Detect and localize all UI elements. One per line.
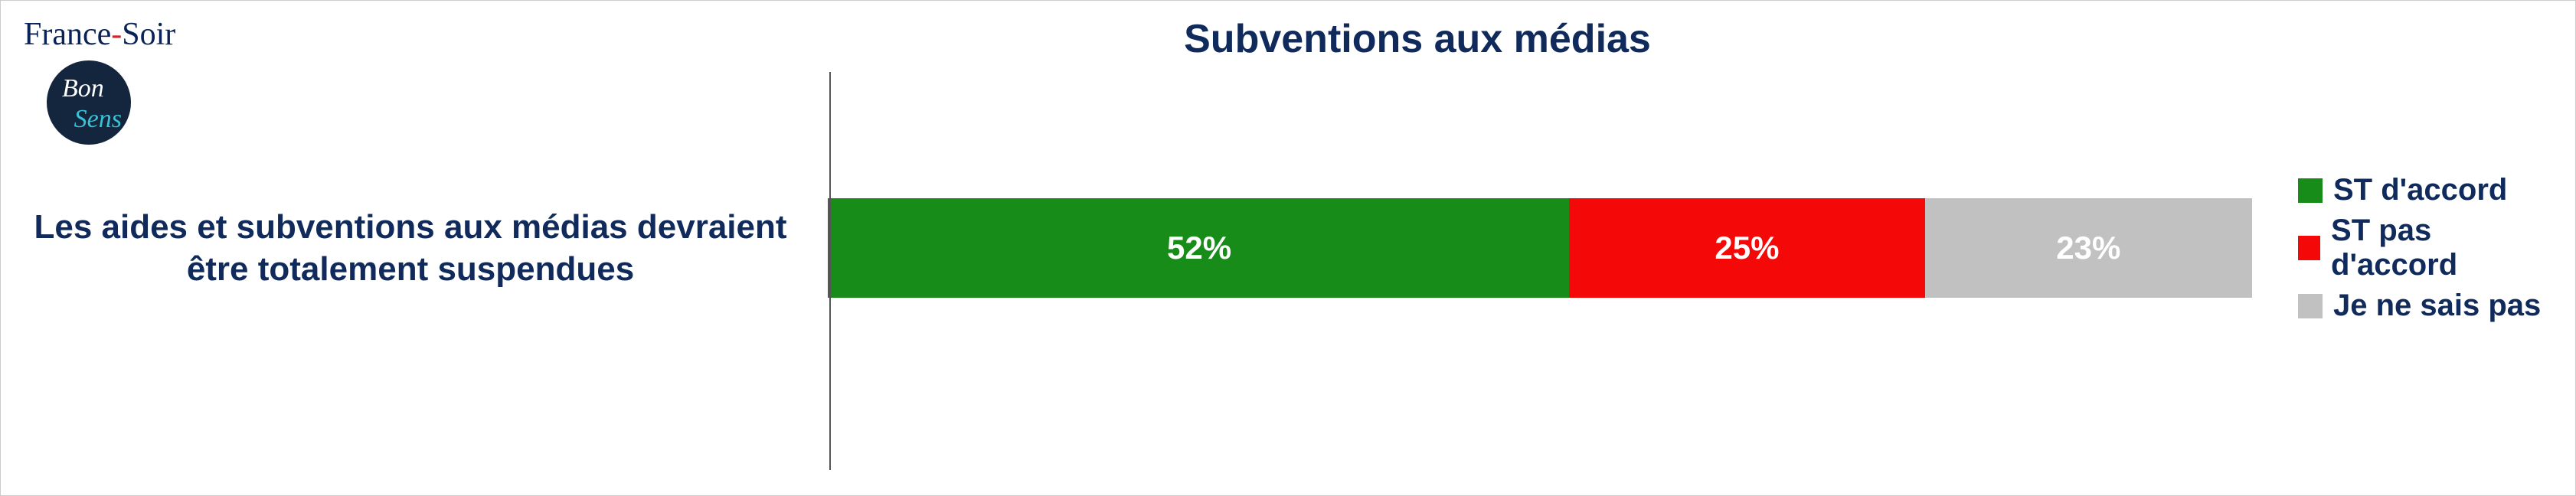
chart-title: Subventions aux médias bbox=[843, 16, 1992, 62]
legend-swatch-agree bbox=[2298, 178, 2323, 203]
logo-part2: Soir bbox=[122, 17, 175, 52]
logo-france-soir: France-Soir bbox=[24, 16, 175, 53]
logo-part1: France bbox=[24, 17, 111, 52]
bar-chart: 52% 25% 23% bbox=[828, 198, 2252, 298]
stacked-bar: 52% 25% 23% bbox=[829, 198, 2252, 298]
legend-label-disagree: ST pas d'accord bbox=[2331, 214, 2545, 282]
chart-row: Les aides et subventions aux médias devr… bbox=[24, 173, 2545, 323]
legend-label-dontknow: Je ne sais pas bbox=[2333, 289, 2541, 323]
legend-swatch-dontknow bbox=[2298, 294, 2323, 318]
y-axis-line bbox=[829, 72, 831, 470]
legend-label-agree: ST d'accord bbox=[2333, 173, 2507, 207]
legend-swatch-disagree bbox=[2298, 236, 2320, 260]
segment-dontknow: 23% bbox=[1925, 198, 2252, 298]
logo-bonsens-line1: Bon bbox=[62, 76, 104, 102]
logo-bonsens-line2: Sens bbox=[74, 106, 122, 132]
logo-block: France-Soir Bon Sens bbox=[24, 16, 175, 148]
segment-disagree: 25% bbox=[1569, 198, 1925, 298]
legend: ST d'accord ST pas d'accord Je ne sais p… bbox=[2298, 173, 2545, 323]
chart-container: France-Soir Bon Sens Subventions aux méd… bbox=[0, 0, 2576, 496]
question-label: Les aides et subventions aux médias devr… bbox=[24, 206, 828, 290]
logo-bonsens: Bon Sens bbox=[47, 60, 131, 145]
legend-item-dontknow: Je ne sais pas bbox=[2298, 289, 2545, 323]
legend-item-agree: ST d'accord bbox=[2298, 173, 2545, 207]
segment-agree: 52% bbox=[829, 198, 1569, 298]
logo-dash: - bbox=[111, 17, 122, 52]
legend-item-disagree: ST pas d'accord bbox=[2298, 214, 2545, 282]
